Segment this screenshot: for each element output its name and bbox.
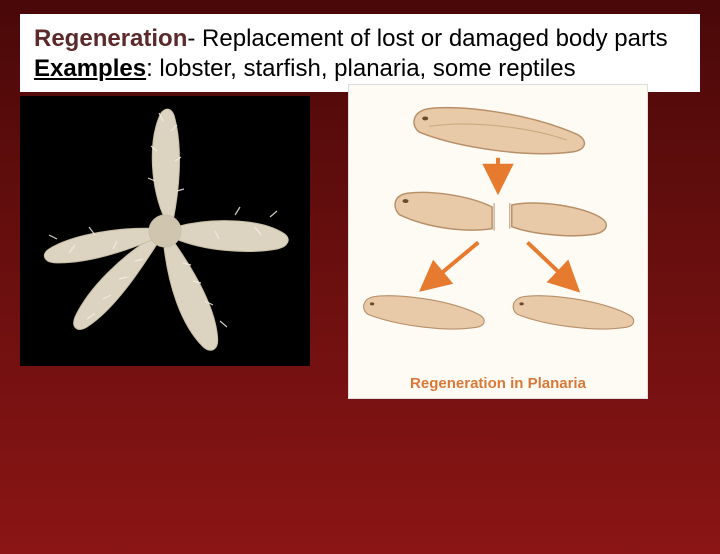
examples-label: Examples: [34, 55, 146, 82]
definition-text-box: Regeneration- Replacement of lost or dam…: [20, 14, 700, 92]
planaria-stage-3-left: [364, 296, 485, 329]
definition-text: Replacement of lost or damaged body part…: [202, 25, 668, 52]
term-regeneration: Regeneration: [34, 25, 187, 52]
examples-line: Examples: lobster, starfish, planaria, s…: [34, 54, 686, 84]
starfish-svg: [20, 96, 310, 366]
planaria-image: Regeneration in Planaria: [348, 84, 648, 399]
term-separator: -: [187, 25, 202, 52]
planaria-stage-1: [414, 108, 585, 154]
arrow-icon: [431, 242, 478, 281]
examples-separator: :: [146, 55, 159, 82]
images-row: Regeneration in Planaria: [20, 92, 700, 399]
planaria-stage-3-right: [513, 296, 634, 329]
planaria-stage-2: [395, 192, 606, 235]
arrow-icon: [528, 242, 569, 281]
planaria-diagram-svg: [349, 85, 647, 360]
planaria-caption: Regeneration in Planaria: [349, 375, 647, 392]
starfish-image: [20, 96, 310, 366]
examples-text: lobster, starfish, planaria, some reptil…: [159, 55, 575, 82]
definition-line: Regeneration- Replacement of lost or dam…: [34, 24, 686, 54]
